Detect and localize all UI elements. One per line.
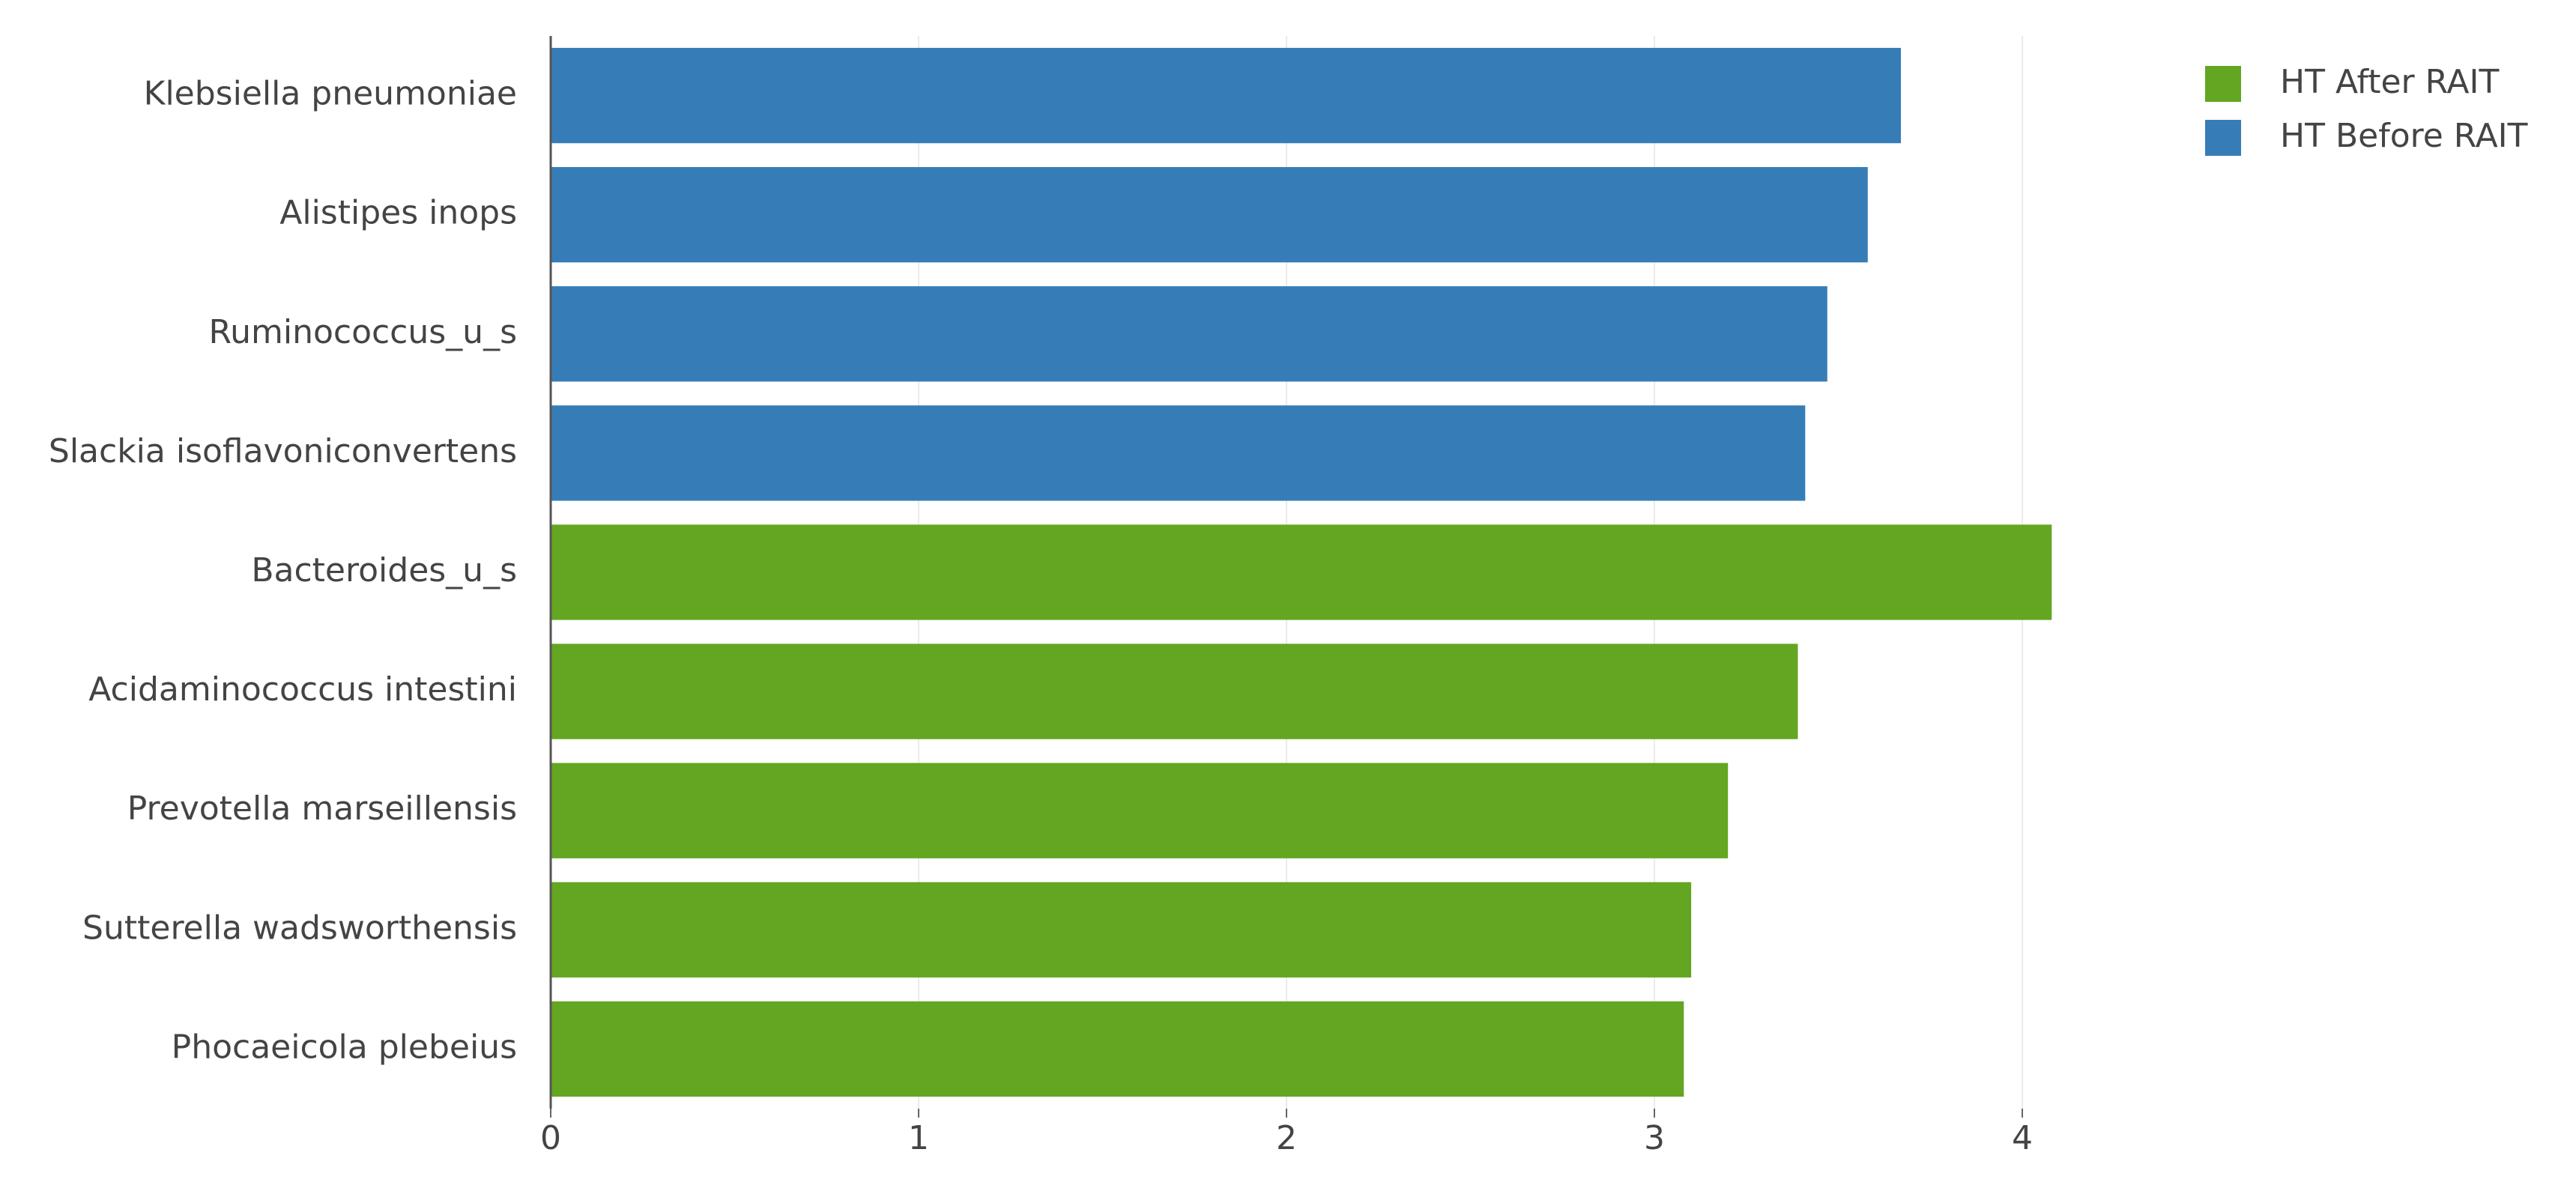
y-tick-label: Alistipes inops [279, 194, 517, 232]
bar [551, 286, 1827, 382]
y-tick-label: Phocaeicola plebeius [172, 1028, 517, 1066]
legend-swatch [2205, 120, 2241, 156]
x-tick-label: 3 [1644, 1119, 1665, 1157]
x-tick-label: 4 [2012, 1119, 2033, 1157]
bar [551, 524, 2052, 620]
x-tick-label: 0 [540, 1119, 561, 1157]
y-tick-label: Acidaminococcus intestini [88, 670, 517, 709]
y-tick-label: Klebsiella pneumoniae [144, 75, 517, 113]
y-tick-label: Slackia isoflavoniconvertens [49, 432, 517, 470]
bar [551, 882, 1692, 978]
x-tick-label: 2 [1276, 1119, 1297, 1157]
bar [551, 167, 1868, 263]
y-tick-label: Prevotella marseillensis [127, 790, 517, 828]
legend-swatch [2205, 66, 2241, 102]
legend-label: HT After RAIT [2280, 63, 2499, 101]
legend-label: HT Before RAIT [2280, 117, 2528, 155]
bar [551, 643, 1798, 739]
y-tick-label: Bacteroides_u_s [251, 551, 517, 590]
x-tick-label: 1 [908, 1119, 929, 1157]
y-tick-label: Ruminococcus_u_s [209, 313, 518, 351]
y-tick-label: Sutterella wadsworthensis [82, 909, 517, 947]
bar [551, 763, 1729, 858]
bar [551, 405, 1806, 501]
bar [551, 47, 1901, 144]
bar [551, 1001, 1684, 1097]
